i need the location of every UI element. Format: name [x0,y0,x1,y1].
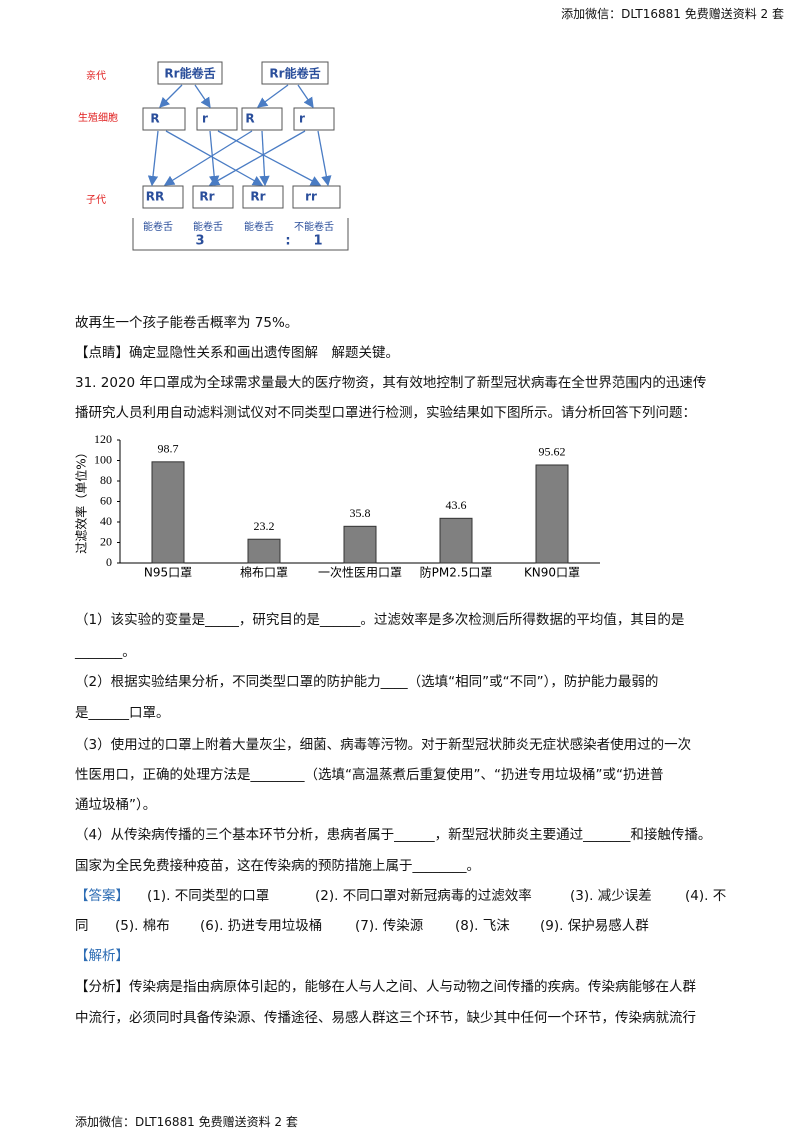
data-label: 98.7 [158,442,179,456]
text-line: _______。 [75,644,136,660]
gamete: R [150,112,159,126]
footer: 添加微信：DLT16881 免费赠送资料 2 套 [75,1115,298,1129]
bar [247,538,281,564]
answer: (3). 减少误差 [570,888,652,904]
phenotype: 不能卷舌 [294,220,334,233]
x-tick-label: KN90口罩 [524,566,580,580]
text-line: （1）该实验的变量是_____，研究目的是______。过滤效率是多次检测后所得… [75,612,685,628]
phenotype: 能卷舌 [244,220,274,233]
phenotype: 能卷舌 [143,220,173,233]
offspring: Rr [250,190,265,204]
parent: Rr能卷舌 [269,66,320,81]
answer: (2). 不同口罩对新冠病毒的过滤效率 [315,888,532,904]
ratio: 3 [195,234,204,249]
data-label: 23.2 [254,519,275,533]
phenotype: 能卷舌 [193,220,223,233]
row-label: 生殖细胞 [78,111,118,124]
bar [535,464,569,564]
ratio: : [285,234,290,249]
answer: (5). 棉布 [115,918,170,934]
data-label: 43.6 [446,498,467,512]
bar [439,517,473,564]
x-tick-label: 一次性医用口罩 [318,566,402,580]
bar [343,525,377,564]
y-tick-label: 20 [100,534,112,548]
answer: 同 [75,918,89,934]
y-tick-label: 120 [94,432,112,446]
header: 添加微信：DLT16881 免费赠送资料 2 套 [561,7,784,21]
text-line: 播研究人员利用自动滤料测试仪对不同类型口罩进行检测，实验结果如下图所示。请分析回… [75,405,696,421]
gamete: r [299,112,305,126]
ratio: 1 [313,234,322,249]
x-tick-label: 防PM2.5口罩 [420,565,493,580]
text-line: 国家为全民免费接种疫苗，这在传染病的预防措施上属于________。 [75,858,480,874]
gamete: r [202,112,208,126]
offspring: rr [305,190,317,204]
text-line: 【点睛】确定显隐性关系和画出遗传图解 解题关键。 [75,345,399,361]
answer: (1). 不同类型的口罩 [147,888,270,904]
answer: (8). 飞沫 [455,918,510,934]
gamete: R [245,112,254,126]
x-tick-label: N95口罩 [144,566,192,580]
text-line: 【分析】传染病是指由病原体引起的，能够在人与人之间、人与动物之间传播的疾病。传染… [75,979,696,995]
text-line: （3）使用过的口罩上附着大量灰尘，细菌、病毒等污物。对于新型冠状肺炎无症状感染者… [75,737,692,753]
answer: (7). 传染源 [355,918,424,934]
bar-chart: 过滤效率（单位%） 0 20 40 60 80 100 120 N95口罩 98.7 棉布口罩 23… [74,432,600,580]
answer: (6). 扔进专用垃圾桶 [200,918,323,934]
y-tick-label: 0 [106,555,112,569]
answer: (9). 保护易感人群 [540,918,649,934]
text-line: 通垃圾桶”）。 [75,797,157,813]
y-tick-label: 100 [94,452,112,466]
row-label: 亲代 [86,69,106,82]
text-line: 中流行，必须同时具备传染源、传播途径、易感人群这三个环节，缺少其中任何一个环节，… [75,1010,696,1026]
text-line: （4）从传染病传播的三个基本环节分析，患病者属于______，新型冠状肺炎主要通… [75,827,712,843]
offspring: Rr [199,190,214,204]
row-label: 子代 [86,194,106,206]
offspring: RR [146,190,164,204]
data-label: 35.8 [350,506,371,520]
y-tick-label: 60 [100,493,112,507]
text-line: 31. 2020 年口罩成为全球需求量最大的医疗物资，其有效地控制了新型冠状病毒… [75,375,707,391]
x-tick-label: 棉布口罩 [240,566,288,580]
text-line: 是______口罩。 [75,705,170,721]
analysis-label: 【解析】 [75,948,129,964]
text-line: 性医用口，正确的处理方法是________（选填“高温蒸煮后重复使用”、“扔进专… [75,767,664,783]
genetic-diagram: 亲代 生殖细胞 子代 Rr能卷舌 Rr能卷舌 R r R r RR Rr Rr … [78,61,349,251]
text-line: 故再生一个孩子能卷舌概率为 75%。 [75,315,299,331]
text-line: （2）根据实验结果分析，不同类型口罩的防护能力____（选填“相同”或“不同”）… [75,674,659,690]
y-axis-label: 过滤效率（单位%） [74,446,89,553]
answer: (4). 不 [685,888,727,904]
y-tick-label: 80 [100,473,112,487]
data-label: 95.62 [539,445,566,459]
parent: Rr能卷舌 [164,66,215,81]
answer-label: 【答案】 [75,888,129,904]
y-tick-label: 40 [100,514,112,528]
bar [151,461,185,564]
